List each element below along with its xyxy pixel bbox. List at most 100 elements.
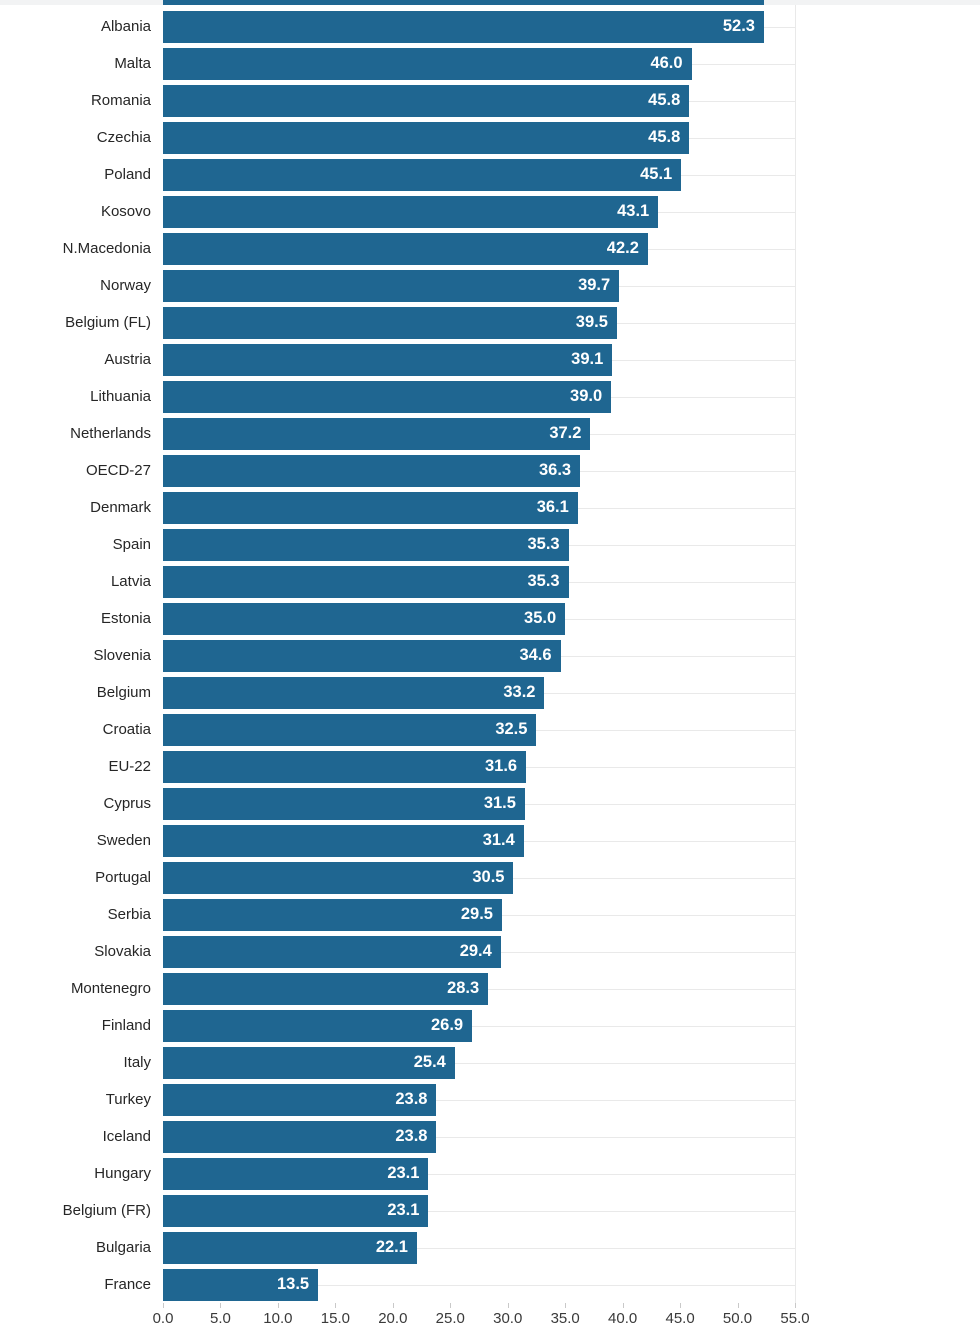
- value-label: 35.3: [527, 572, 560, 590]
- bar[interactable]: 22.1: [163, 1231, 417, 1264]
- bar-track: 31.5: [163, 787, 795, 820]
- value-label: 23.1: [387, 1164, 420, 1182]
- value-label: 39.0: [570, 387, 603, 405]
- chart-row: Netherlands 37.2: [0, 415, 980, 452]
- chart-row: Poland 45.1: [0, 156, 980, 193]
- chart-row: Finland 26.9: [0, 1007, 980, 1044]
- bar[interactable]: 25.4: [163, 1046, 455, 1079]
- category-label: Hungary: [94, 1165, 151, 1182]
- bar[interactable]: 39.1: [163, 343, 613, 376]
- bar[interactable]: 39.7: [163, 269, 620, 302]
- bar[interactable]: 30.5: [163, 861, 514, 894]
- bar[interactable]: 45.8: [163, 84, 690, 117]
- bar-track: 33.2: [163, 676, 795, 709]
- bar-track: 45.8: [163, 84, 795, 117]
- bar[interactable]: 34.6: [163, 639, 561, 672]
- bar[interactable]: 29.5: [163, 898, 502, 931]
- axis-tick-mark: [335, 1303, 337, 1308]
- bar[interactable]: 46.0: [163, 47, 692, 80]
- bar[interactable]: 23.8: [163, 1120, 437, 1153]
- category-label: EU-22: [108, 758, 151, 775]
- bar[interactable]: 26.9: [163, 1009, 473, 1042]
- value-label: 23.1: [387, 1201, 420, 1219]
- bar[interactable]: 36.1: [163, 491, 578, 524]
- value-label: 29.4: [459, 942, 492, 960]
- category-label: Belgium (FL): [65, 314, 151, 331]
- bar[interactable]: 37.2: [163, 417, 591, 450]
- category-label: Latvia: [110, 573, 151, 590]
- category-label: Cyprus: [103, 795, 151, 812]
- value-label: 39.1: [571, 350, 604, 368]
- category-label: Italy: [123, 1054, 151, 1071]
- value-label: 25.4: [413, 1053, 446, 1071]
- category-label: Slovenia: [93, 647, 151, 664]
- bar-track: 29.4: [163, 935, 795, 968]
- value-label: 39.5: [575, 313, 608, 331]
- category-label: Kosovo: [100, 203, 151, 220]
- category-label: Romania: [90, 92, 151, 109]
- bar-track: 23.1: [163, 1194, 795, 1227]
- row-gridline: [163, 1284, 795, 1286]
- chart-row: Romania 45.8: [0, 82, 980, 119]
- bar[interactable]: 45.1: [163, 158, 682, 191]
- category-label: Portugal: [95, 869, 151, 886]
- category-label: Sweden: [96, 832, 151, 849]
- axis-tick-mark: [565, 1303, 567, 1308]
- row-gridline: [163, 1173, 795, 1175]
- chart-row: Latvia 35.3: [0, 563, 980, 600]
- bar-track: 46.0: [163, 47, 795, 80]
- category-label: Bulgaria: [95, 1239, 151, 1256]
- value-label: 43.1: [617, 202, 650, 220]
- bar[interactable]: 29.4: [163, 935, 501, 968]
- bar[interactable]: 35.0: [163, 602, 566, 635]
- bar[interactable]: 35.3: [163, 565, 569, 598]
- chart-row: Norway 39.7: [0, 267, 980, 304]
- value-label: 33.2: [503, 683, 536, 701]
- bar-track: 39.0: [163, 380, 795, 413]
- chart-rows: Albania 52.3 Malta 46.0 Romania 45.8 Cze…: [0, 8, 980, 1303]
- bar[interactable]: 33.2: [163, 676, 545, 709]
- category-label: Poland: [104, 166, 151, 183]
- chart-row: OECD-27 36.3: [0, 452, 980, 489]
- category-label: Serbia: [107, 906, 151, 923]
- bar[interactable]: 31.5: [163, 787, 525, 820]
- chart-row: Croatia 32.5: [0, 711, 980, 748]
- bar[interactable]: 52.3: [163, 10, 764, 43]
- axis-tick-mark: [220, 1303, 222, 1308]
- bar[interactable]: 23.1: [163, 1157, 429, 1190]
- bar[interactable]: 36.3: [163, 454, 581, 487]
- category-label: Turkey: [105, 1091, 151, 1108]
- bar-track: 22.1: [163, 1231, 795, 1264]
- axis-tick-mark: [737, 1303, 739, 1308]
- bar[interactable]: 42.2: [163, 232, 648, 265]
- bar[interactable]: 23.1: [163, 1194, 429, 1227]
- bar-track: 37.2: [163, 417, 795, 450]
- chart-row: Italy 25.4: [0, 1044, 980, 1081]
- bar[interactable]: 43.1: [163, 195, 659, 228]
- value-label: 39.7: [578, 276, 611, 294]
- category-label: Belgium (FR): [62, 1202, 151, 1219]
- row-gridline: [163, 1210, 795, 1212]
- bar[interactable]: 45.8: [163, 121, 690, 154]
- bar[interactable]: 28.3: [163, 972, 489, 1005]
- bar[interactable]: 23.8: [163, 1083, 437, 1116]
- bar[interactable]: 32.5: [163, 713, 537, 746]
- axis-tick-mark: [450, 1303, 452, 1308]
- bar[interactable]: 35.3: [163, 528, 569, 561]
- bar[interactable]: 39.5: [163, 306, 617, 339]
- bar-track: 39.5: [163, 306, 795, 339]
- chart-row: N.Macedonia 42.2: [0, 230, 980, 267]
- chart-row: Iceland 23.8: [0, 1118, 980, 1155]
- bar-track: 26.9: [163, 1009, 795, 1042]
- bar[interactable]: 13.5: [163, 1268, 319, 1301]
- bar-track: 30.5: [163, 861, 795, 894]
- bar[interactable]: 39.0: [163, 380, 612, 413]
- category-label: Croatia: [102, 721, 151, 738]
- bar[interactable]: 31.4: [163, 824, 524, 857]
- bar-track: 29.5: [163, 898, 795, 931]
- bar[interactable]: 31.6: [163, 750, 527, 783]
- chart-row: Serbia 29.5: [0, 896, 980, 933]
- chart-row: Montenegro 28.3: [0, 970, 980, 1007]
- value-label: 28.3: [447, 979, 480, 997]
